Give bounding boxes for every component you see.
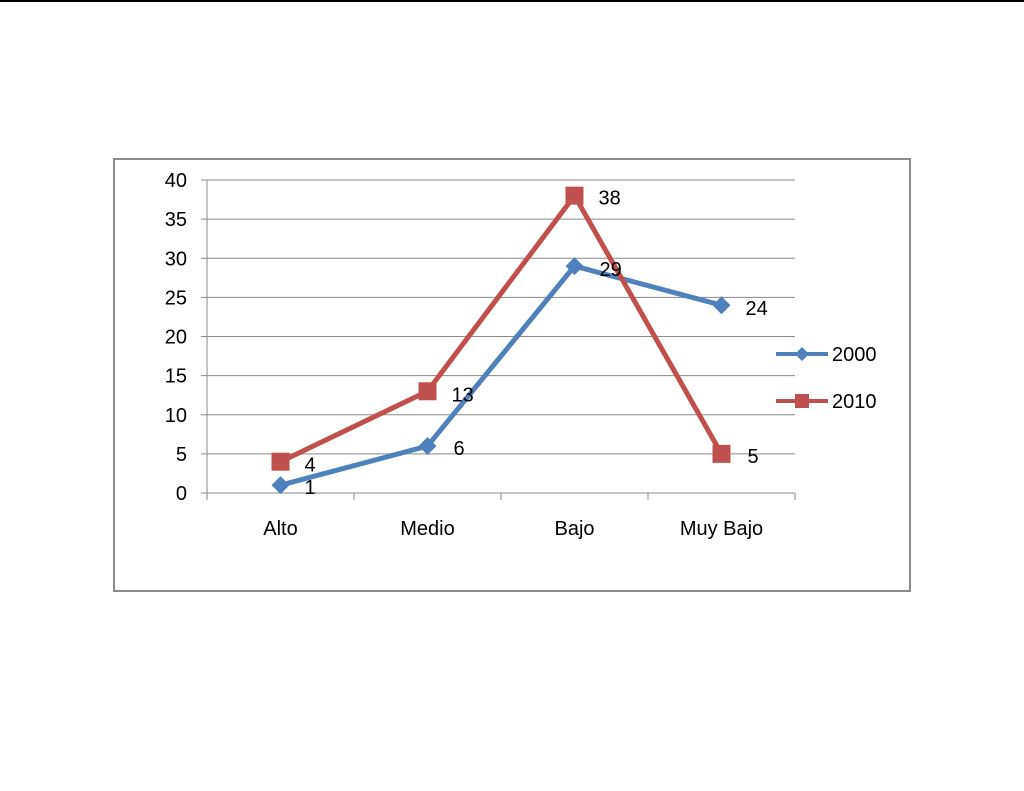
x-tick-label: Medio — [400, 518, 454, 540]
data-label: 13 — [452, 384, 474, 406]
diamond-marker — [565, 257, 584, 276]
legend-label: 2000 — [832, 344, 877, 366]
series-line — [279, 193, 724, 464]
legend-item: 2000 — [776, 344, 877, 366]
data-label: 38 — [599, 188, 621, 210]
square-marker — [565, 186, 584, 205]
legend-label: 2010 — [832, 391, 877, 413]
data-label: 29 — [600, 259, 622, 281]
data-label: 24 — [746, 298, 768, 320]
y-tick-label: 5 — [176, 444, 187, 466]
legend-item: 2010 — [776, 391, 877, 413]
y-tick-label: 40 — [165, 170, 187, 192]
square-marker — [712, 444, 731, 463]
y-tick-label: 10 — [165, 405, 187, 427]
y-tick-label: 20 — [165, 327, 187, 349]
square-marker — [795, 394, 809, 408]
y-tick-label: 15 — [165, 366, 187, 388]
square-marker — [271, 452, 290, 471]
series-2010 — [271, 186, 731, 471]
diamond-marker — [271, 476, 290, 495]
x-tick-label: Muy Bajo — [680, 518, 763, 540]
data-label: 1 — [305, 477, 316, 499]
series-2000 — [271, 257, 731, 495]
diamond-marker — [418, 437, 437, 456]
square-marker — [418, 382, 437, 401]
x-tick-label: Alto — [263, 518, 297, 540]
series-line — [279, 263, 723, 488]
data-labels: 1 6 29 24 4 13 38 5 — [305, 188, 768, 500]
y-tick-label: 0 — [176, 483, 187, 505]
diamond-marker — [795, 347, 809, 361]
y-tick-label: 35 — [165, 209, 187, 231]
x-tick-label: Bajo — [554, 518, 594, 540]
data-label: 6 — [454, 438, 465, 460]
chart-frame — [113, 158, 911, 592]
y-tick-label: 25 — [165, 287, 187, 309]
diamond-marker — [712, 296, 731, 315]
y-tick-label: 30 — [165, 248, 187, 270]
gridlines — [207, 179, 795, 455]
top-rule — [0, 0, 1024, 2]
data-label: 5 — [748, 446, 759, 468]
data-label: 4 — [305, 455, 316, 477]
legend: 2000 2010 — [776, 344, 877, 413]
series — [271, 186, 731, 495]
